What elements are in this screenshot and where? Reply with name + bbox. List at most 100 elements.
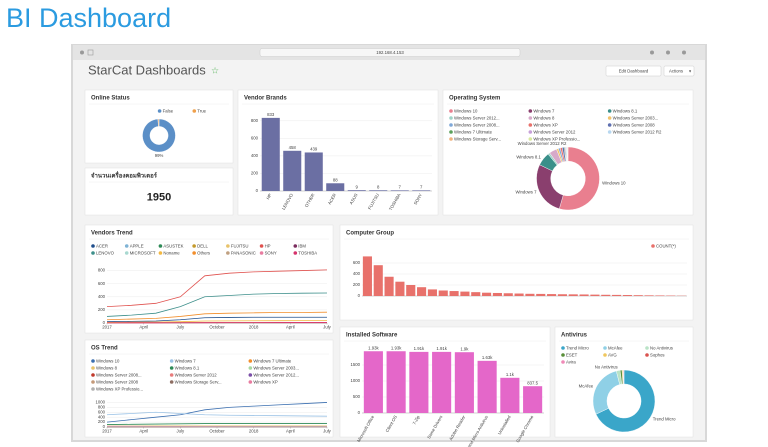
panel-title: จำนวนเครื่องคอมพิวเตอร์ xyxy=(91,171,158,180)
bar xyxy=(514,293,524,296)
legend-swatch xyxy=(248,366,253,370)
bar xyxy=(590,294,600,296)
panel-title: Vendor Brands xyxy=(244,96,287,102)
toolbar-icon[interactable] xyxy=(666,50,670,55)
value-label: 7 xyxy=(399,185,402,190)
legend-swatch xyxy=(607,123,612,127)
edit-dashboard-button[interactable] xyxy=(605,65,662,77)
slice-label: Windows 10 xyxy=(602,180,626,185)
panel-title: Vendors Trend xyxy=(91,231,133,237)
bar xyxy=(482,292,492,296)
bar xyxy=(386,351,406,413)
bar xyxy=(261,117,280,191)
legend-swatch xyxy=(607,116,612,120)
legend-swatch xyxy=(91,244,95,248)
legend-label: HP xyxy=(265,243,271,248)
sidebar-button[interactable] xyxy=(87,49,94,56)
bar xyxy=(363,351,383,413)
nav-back[interactable] xyxy=(80,50,84,55)
legend-swatch xyxy=(248,380,253,384)
value-label: 837.5 xyxy=(527,380,538,385)
bar xyxy=(500,377,520,413)
bar xyxy=(633,295,643,296)
actions-button[interactable] xyxy=(663,65,695,77)
legend-swatch xyxy=(192,251,196,255)
favorite-star[interactable]: ☆ xyxy=(211,65,219,75)
legend-swatch xyxy=(158,244,163,248)
x-tick-label: July xyxy=(177,429,185,434)
legend-label: Windows 8.1 xyxy=(613,108,638,113)
bar xyxy=(622,295,632,296)
edit-dashboard-label: Edit Dashboard xyxy=(619,68,649,73)
pie-slice xyxy=(142,118,176,153)
x-tick-label: October xyxy=(209,325,225,330)
panel xyxy=(339,224,694,321)
bar xyxy=(432,351,452,413)
legend-label: Windows Server 2008... xyxy=(454,122,500,127)
value-label: 1.63k xyxy=(482,355,493,360)
bar xyxy=(384,276,394,296)
legend-swatch xyxy=(528,130,533,134)
value-label: 458 xyxy=(289,145,297,150)
legend-label: Windows 7 Ultimate xyxy=(454,129,493,134)
legend-label: Windows Server 2012... xyxy=(253,372,299,377)
bar xyxy=(523,386,543,413)
legend-swatch xyxy=(645,353,649,357)
panel xyxy=(84,167,234,216)
dashboard-title: StarCat Dashboards xyxy=(88,62,206,77)
value-label: 439 xyxy=(310,147,318,152)
bar xyxy=(283,150,302,191)
legend-label: Windows Storage Serv... xyxy=(175,379,222,384)
bar xyxy=(409,351,429,413)
slice-label: Trend Micro xyxy=(653,416,676,421)
legend-label: Windows Server 2003... xyxy=(613,115,659,120)
legend-label: McAfee xyxy=(608,345,623,350)
legend-label: False xyxy=(163,108,174,113)
legend-swatch xyxy=(91,251,95,255)
toolbar-icon[interactable] xyxy=(650,50,654,55)
legend-swatch xyxy=(169,373,174,377)
x-tick-label: HP xyxy=(265,192,272,200)
value-label: 88 xyxy=(333,177,338,182)
legend-label: DELL xyxy=(197,243,208,248)
bar xyxy=(427,289,437,296)
panel-title: Antivirus xyxy=(561,333,588,339)
y-tick-label: 500 xyxy=(353,394,361,399)
pie-slice xyxy=(559,146,600,211)
toolbar-icon[interactable] xyxy=(682,50,686,55)
y-tick-label: 1000 xyxy=(350,378,360,383)
value-label: 1.91k xyxy=(436,346,447,351)
legend-swatch xyxy=(528,123,533,127)
panel-title: OS Trend xyxy=(91,346,118,352)
slice-label: Windows Server 2012 R2 xyxy=(518,141,567,146)
series-line xyxy=(106,292,328,317)
legend-label: Windows 7 xyxy=(175,358,197,363)
bar xyxy=(395,281,405,296)
legend-label: No Antivirus xyxy=(650,345,673,350)
x-tick-label: April xyxy=(139,429,148,434)
y-tick-label: 200 xyxy=(353,282,361,287)
legend-swatch xyxy=(449,130,453,134)
x-tick-label: July xyxy=(323,325,331,330)
x-tick-label: 2018 xyxy=(249,325,259,330)
legend-swatch xyxy=(158,251,163,255)
legend-swatch xyxy=(169,366,174,370)
legend-swatch xyxy=(528,116,533,120)
series-line xyxy=(106,402,328,423)
slice-label: Windows 7 xyxy=(515,190,537,195)
legend-swatch xyxy=(91,373,95,377)
legend-swatch xyxy=(124,251,129,255)
legend-label: Windows XP xyxy=(253,379,277,384)
bar xyxy=(477,360,497,413)
address-bar[interactable] xyxy=(259,48,521,57)
y-tick-label: 800 xyxy=(98,405,106,410)
y-tick-label: 200 xyxy=(251,171,259,176)
series-line xyxy=(106,320,327,323)
x-tick-label: 2018 xyxy=(249,429,259,434)
slice-label: No Antivirus xyxy=(595,365,618,370)
legend-swatch xyxy=(192,109,197,113)
y-tick-label: 200 xyxy=(98,307,106,312)
bar xyxy=(438,290,448,296)
legend-label: Windows Server 2003... xyxy=(253,365,299,370)
x-tick-label: October xyxy=(209,429,225,434)
